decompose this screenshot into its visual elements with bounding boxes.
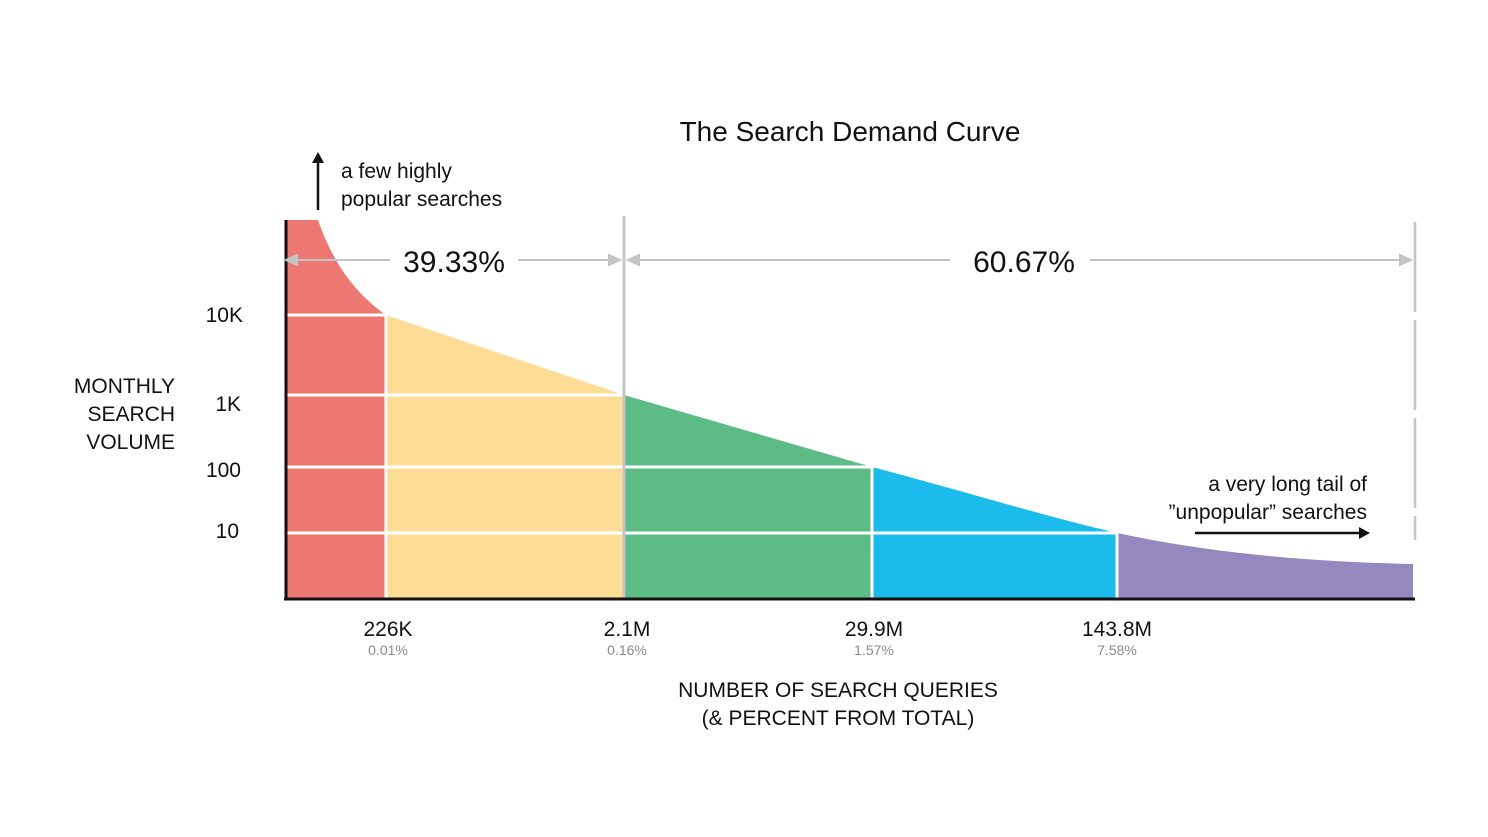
y-tick-100: 100 bbox=[206, 459, 241, 482]
x-axis-label-line1: NUMBER OF SEARCH QUERIES bbox=[678, 679, 998, 702]
share-label-head: 39.33% bbox=[403, 246, 505, 279]
tail-annotation-line1: a very long tail of bbox=[1208, 473, 1367, 496]
segment-tail bbox=[1117, 533, 1413, 598]
y-tick-10: 10 bbox=[216, 520, 239, 543]
y-axis-label-line2: SEARCH bbox=[87, 403, 175, 426]
head-annotation-line1: a few highly bbox=[341, 160, 452, 183]
x-tick-2-1m: 2.1M bbox=[604, 618, 651, 641]
x-tick-29-9m: 29.9M bbox=[845, 618, 903, 641]
x-tick-226k-percent: 0.01% bbox=[368, 642, 408, 658]
x-axis-label-line2: (& PERCENT FROM TOTAL) bbox=[702, 707, 975, 730]
y-axis-label-line1: MONTHLY bbox=[74, 375, 175, 398]
x-tick-29-9m-percent: 1.57% bbox=[854, 642, 894, 658]
segment-2 bbox=[386, 315, 624, 598]
arrowhead-up-icon bbox=[312, 152, 324, 163]
arrowhead-icon bbox=[608, 253, 623, 267]
share-label-tail: 60.67% bbox=[973, 246, 1075, 279]
x-tick-226k: 226K bbox=[363, 618, 412, 641]
arrowhead-right-icon bbox=[1359, 527, 1370, 539]
arrowhead-icon bbox=[1399, 253, 1414, 267]
arrowhead-icon bbox=[625, 253, 640, 267]
x-tick-143-8m: 143.8M bbox=[1082, 618, 1152, 641]
x-tick-143-8m-percent: 7.58% bbox=[1097, 642, 1137, 658]
y-tick-10k: 10K bbox=[206, 304, 243, 327]
x-tick-2-1m-percent: 0.16% bbox=[607, 642, 647, 658]
y-axis-label-line3: VOLUME bbox=[86, 431, 175, 454]
head-annotation-line2: popular searches bbox=[341, 188, 502, 211]
segment-head bbox=[286, 220, 386, 598]
y-tick-1k: 1K bbox=[215, 393, 241, 416]
segment-3 bbox=[624, 395, 872, 598]
chart-title: The Search Demand Curve bbox=[680, 116, 1021, 147]
tail-annotation-line2: ”unpopular” searches bbox=[1169, 501, 1367, 524]
arrowhead-icon bbox=[283, 253, 298, 267]
